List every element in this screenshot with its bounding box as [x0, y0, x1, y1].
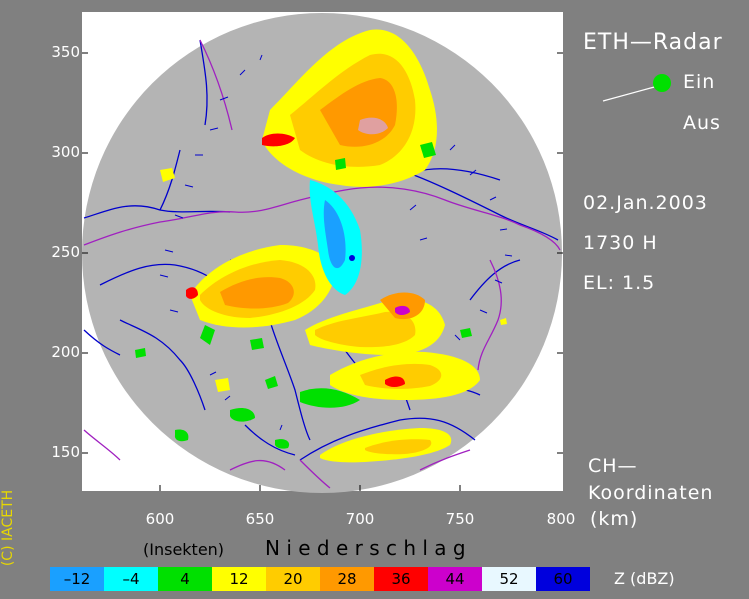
coord-label-line3: (km)	[590, 508, 639, 530]
legend-cell-36: 36	[374, 567, 428, 591]
legend-cell-60: 60	[536, 567, 590, 591]
legend-cell-28: 28	[320, 567, 374, 591]
x-tick-700: 700	[345, 510, 375, 528]
y-tick-150: 150	[51, 443, 80, 461]
x-tick-600: 600	[145, 510, 175, 528]
precipitation-echoes	[135, 29, 507, 463]
x-tick-650: 650	[245, 510, 275, 528]
y-tick-250: 250	[51, 243, 80, 261]
precipitation-label: N i e d e r s c h l a g	[265, 536, 466, 560]
switch-lever	[602, 85, 659, 102]
legend-cell-minus4: –4	[104, 567, 158, 591]
legend-cell-12: 12	[212, 567, 266, 591]
copyright-label: (C) IACETH	[0, 489, 17, 567]
switch-off-label[interactable]: Aus	[683, 112, 721, 134]
radar-site-marker	[349, 255, 355, 261]
legend-cell-20: 20	[266, 567, 320, 591]
y-tick-300: 300	[51, 143, 80, 161]
x-tick-800: 800	[546, 510, 576, 528]
legend-cell-44: 44	[428, 567, 482, 591]
axis-ticks	[82, 52, 563, 491]
borders	[83, 39, 561, 489]
unit-label: Z (dBZ)	[614, 569, 675, 588]
legend-cell-4: 4	[158, 567, 212, 591]
wind-markers	[159, 54, 513, 431]
switch-on-indicator[interactable]	[653, 74, 671, 92]
y-tick-200: 200	[51, 343, 80, 361]
coord-label-line1: CH—	[588, 455, 638, 477]
date-label: 02.Jan.2003	[583, 192, 708, 214]
coord-label-line2: Koordinaten	[588, 482, 714, 504]
switch-on-label[interactable]: Ein	[683, 71, 716, 93]
insects-label: (Insekten)	[143, 540, 225, 559]
time-label: 1730 H	[583, 232, 658, 254]
radar-title: ETH—Radar	[583, 30, 723, 55]
legend-cell-52: 52	[482, 567, 536, 591]
elevation-label: EL: 1.5	[583, 272, 656, 294]
y-tick-350: 350	[51, 43, 80, 61]
x-tick-750: 750	[445, 510, 475, 528]
legend-cell-minus12: –12	[50, 567, 104, 591]
